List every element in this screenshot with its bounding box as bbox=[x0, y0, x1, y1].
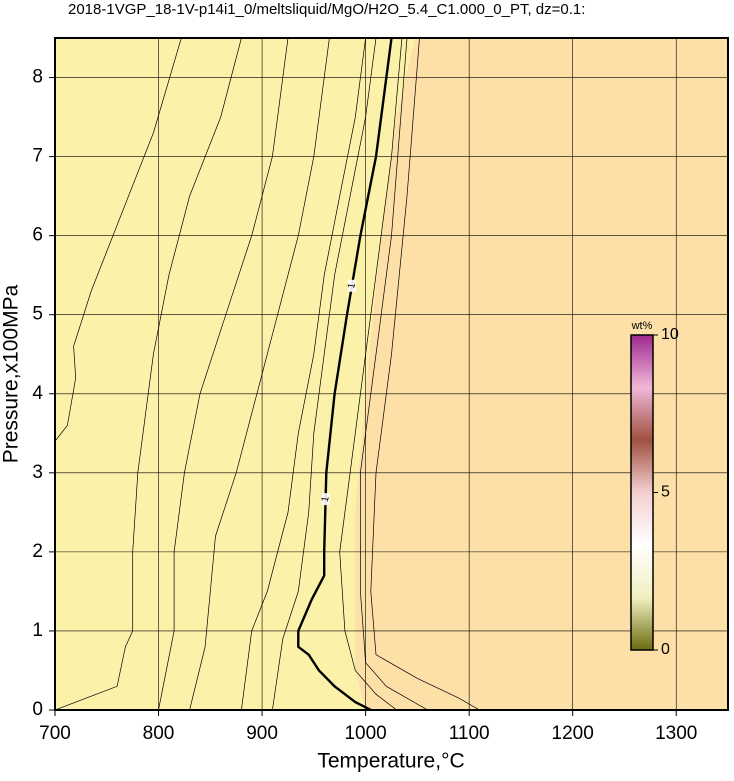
contour-line bbox=[297, 38, 393, 710]
contour-line bbox=[189, 38, 330, 710]
x-axis-label: Temperature,°C bbox=[317, 750, 464, 773]
x-tick-label: 1100 bbox=[449, 723, 490, 744]
contour-label-bg bbox=[347, 279, 356, 292]
colorbar-label: wt% bbox=[631, 320, 653, 332]
colorbar-tick-label: 0 bbox=[661, 641, 670, 658]
x-tick-label: 700 bbox=[39, 723, 71, 744]
y-tick-label: 2 bbox=[32, 541, 43, 562]
y-axis-label: Pressure,x100MPa bbox=[0, 284, 23, 463]
y-tick-label: 0 bbox=[32, 699, 43, 720]
colorbar-tick-label: 10 bbox=[661, 326, 679, 343]
contour-line bbox=[360, 38, 428, 710]
y-tick-label: 7 bbox=[32, 146, 43, 167]
x-tick-label: 1300 bbox=[655, 723, 697, 744]
y-tick-label: 6 bbox=[32, 225, 43, 246]
contour-label-bg bbox=[321, 493, 330, 506]
contour-line bbox=[370, 38, 480, 710]
colorbar bbox=[630, 334, 654, 651]
contour-line bbox=[55, 38, 242, 710]
y-tick-label: 3 bbox=[32, 462, 43, 483]
x-tick-label: 1000 bbox=[344, 723, 386, 744]
contour-label: 1 bbox=[346, 282, 358, 290]
chart-title: 2018-1VGP_18-1V-p14i1_0/meltsliquid/MgO/… bbox=[68, 1, 585, 18]
x-tick-label: 1200 bbox=[552, 723, 594, 744]
contour-line bbox=[241, 38, 366, 710]
contour-label: 1 bbox=[320, 495, 332, 503]
contour-line bbox=[158, 38, 289, 710]
x-tick-label: 900 bbox=[246, 723, 278, 744]
contour-line bbox=[272, 38, 377, 710]
contour-line bbox=[55, 38, 182, 442]
plot-frame bbox=[54, 37, 729, 711]
contour-line bbox=[339, 38, 403, 710]
colorbar-tick-label: 5 bbox=[661, 484, 670, 501]
y-tick-label: 5 bbox=[32, 304, 43, 325]
y-tick-label: 8 bbox=[32, 67, 43, 88]
y-tick-label: 4 bbox=[32, 383, 43, 404]
y-tick-label: 1 bbox=[32, 620, 43, 641]
x-tick-label: 800 bbox=[143, 723, 175, 744]
